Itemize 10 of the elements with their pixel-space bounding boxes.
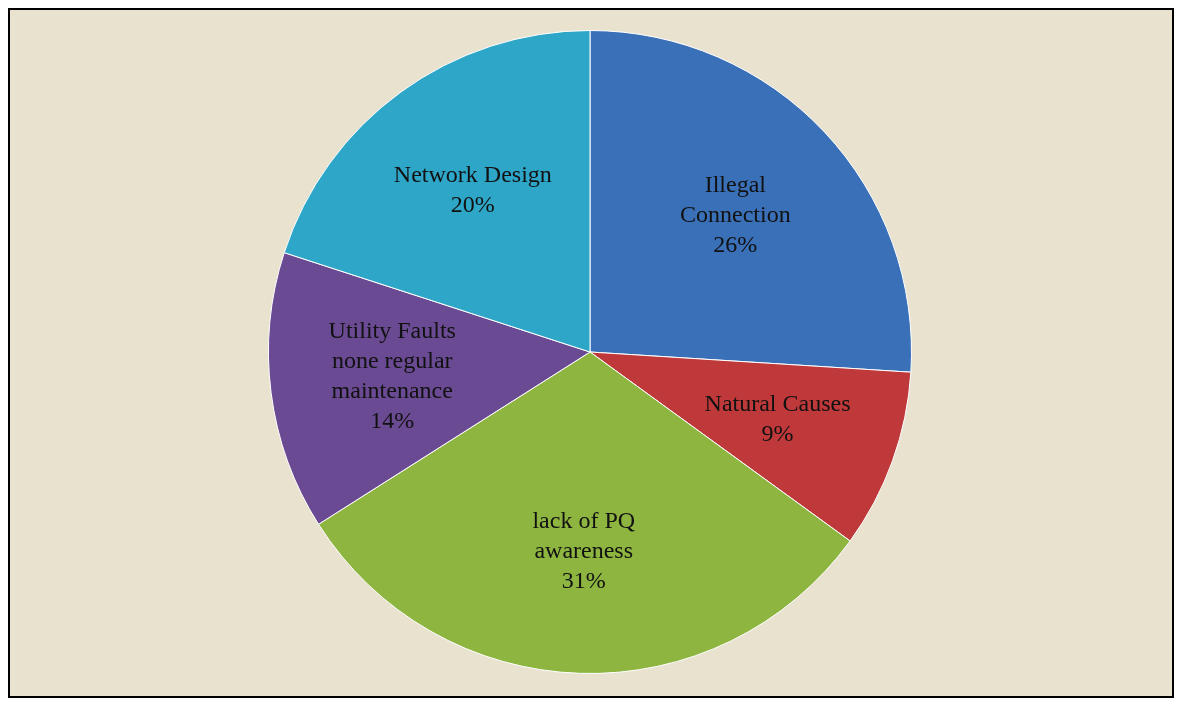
data-label: 20% [450, 191, 495, 218]
slice-label: Natural Causes [704, 389, 851, 416]
data-label: 14% [370, 407, 415, 434]
slice-label: Utility Faults none regular maintenance [328, 317, 456, 404]
data-label: 9% [761, 419, 794, 446]
data-label: 26% [713, 230, 758, 257]
slice-label: Network Design [393, 161, 552, 188]
slice-label: lack of PQ awareness [532, 506, 636, 563]
data-label: 31% [561, 566, 606, 593]
slice-label: Illegal Connection [679, 170, 791, 227]
